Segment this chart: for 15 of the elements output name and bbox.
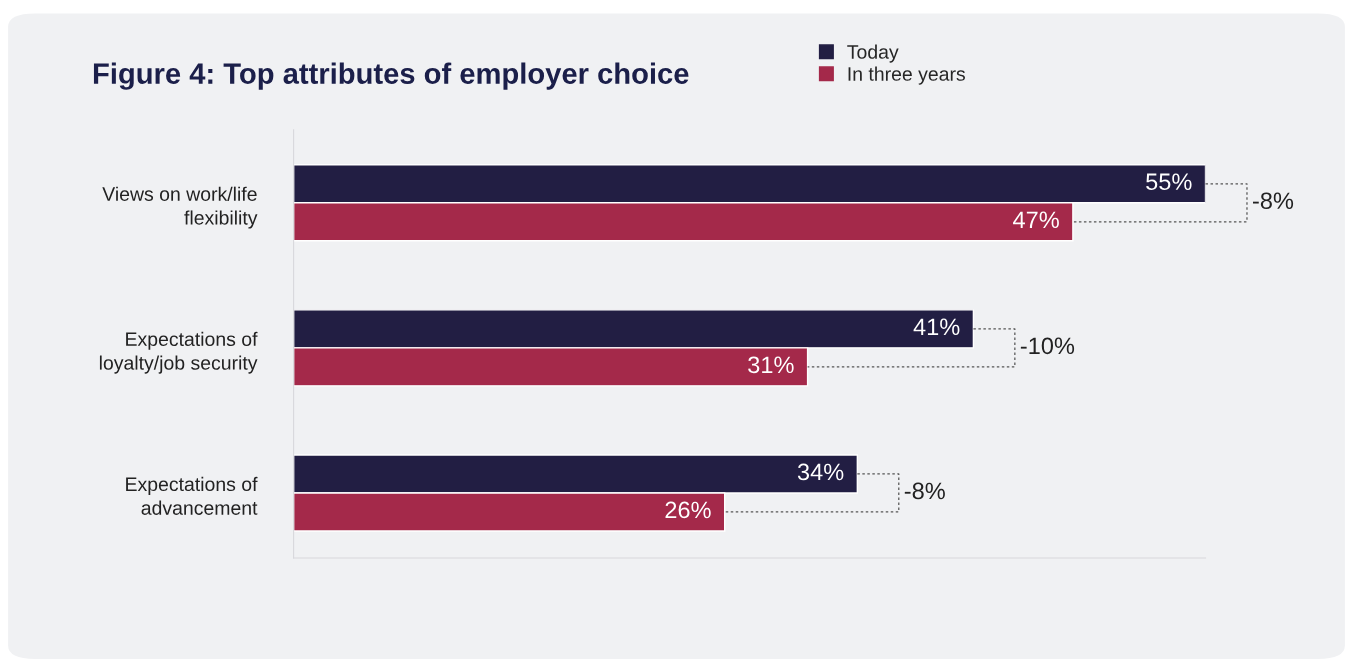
data-label: 41% <box>913 318 960 336</box>
data-label: 34% <box>797 463 844 481</box>
y-tick-label: Views on work/life flexibility <box>102 186 258 229</box>
chart-title: Figure 4: Top attributes of employer choice <box>93 62 689 90</box>
legend-label: Today <box>847 44 899 63</box>
data-label: 26% <box>665 501 711 519</box>
y-tick-label: Expectations of advancement <box>126 476 258 515</box>
data-label: 31% <box>748 356 794 374</box>
data-label: 55% <box>1146 173 1192 191</box>
legend-label: In three years <box>848 66 965 85</box>
data-label: 47% <box>1013 211 1059 229</box>
y-tick-label: Expectations of loyalty/job security <box>99 331 258 374</box>
annotation: -8% <box>904 482 945 500</box>
annotation: -10% <box>1020 337 1075 355</box>
text: -8% <box>1253 192 1294 210</box>
